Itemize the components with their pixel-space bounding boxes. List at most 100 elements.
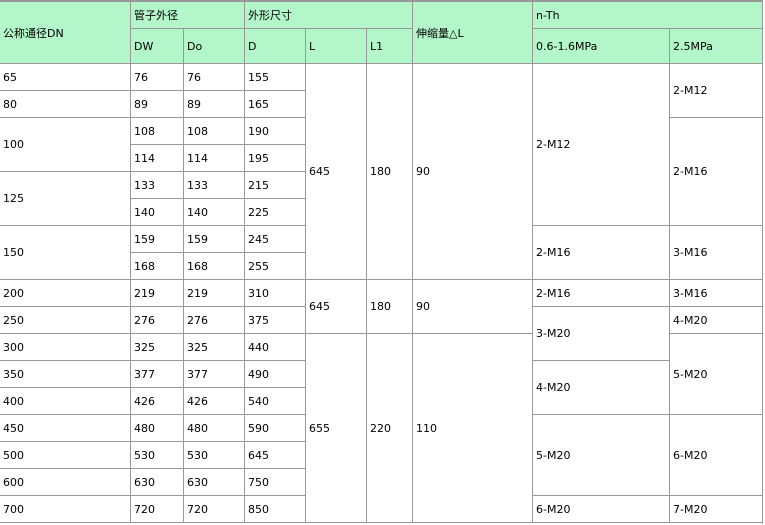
cell-dn-text: 600	[3, 475, 24, 489]
cell-p2: 2-M16	[670, 118, 763, 226]
header-dims: 外形尺寸	[245, 2, 413, 29]
cell-do: 630	[184, 469, 245, 496]
cell-do: 720	[184, 496, 245, 523]
cell-dw: 630	[131, 469, 184, 496]
cell-do-text: 276	[187, 313, 208, 327]
cell-d-text: 165	[248, 97, 269, 111]
header-p2: 2.5MPa	[670, 29, 763, 64]
cell-do-text: 76	[187, 70, 201, 84]
cell-d-text: 490	[248, 367, 269, 381]
cell-d-text: 195	[248, 151, 269, 165]
cell-d: 440	[245, 334, 306, 361]
cell-do-text: 159	[187, 232, 208, 246]
cell-dw: 168	[131, 253, 184, 280]
cell-dw-text: 168	[134, 259, 155, 273]
cell-dn: 450	[0, 415, 131, 442]
cell-d: 215	[245, 172, 306, 199]
cell-p2: 5-M20	[670, 334, 763, 415]
cell-do-text: 480	[187, 421, 208, 435]
cell-d-text: 225	[248, 205, 269, 219]
cell-dn-text: 300	[3, 340, 24, 354]
cell-do: 159	[184, 226, 245, 253]
cell-d-text: 750	[248, 475, 269, 489]
cell-do-text: 133	[187, 178, 208, 192]
cell-d: 195	[245, 145, 306, 172]
cell-d: 165	[245, 91, 306, 118]
cell-dn: 600	[0, 469, 131, 496]
cell-dw: 133	[131, 172, 184, 199]
cell-dn-text: 125	[3, 192, 24, 205]
cell-do: 133	[184, 172, 245, 199]
cell-do-text: 219	[187, 286, 208, 300]
cell-p1: 6-M20	[533, 496, 670, 523]
header-dw: DW	[131, 29, 184, 64]
cell-dn: 300	[0, 334, 131, 361]
cell-do-text: 530	[187, 448, 208, 462]
cell-p2: 4-M20	[670, 307, 763, 334]
cell-d-text: 310	[248, 286, 269, 300]
cell-l: 645	[306, 64, 367, 280]
cell-d: 375	[245, 307, 306, 334]
header-l1-text: L1	[370, 39, 384, 53]
cell-dw-text: 89	[134, 97, 148, 111]
cell-delta-l-text: 90	[416, 300, 430, 313]
header-pipe-od: 管子外径	[131, 2, 245, 29]
cell-dw: 325	[131, 334, 184, 361]
cell-p1-text: 2-M12	[536, 138, 571, 151]
cell-l1: 180	[367, 280, 413, 334]
cell-delta-l: 90	[413, 64, 533, 280]
cell-dn: 150	[0, 226, 131, 280]
cell-d: 225	[245, 199, 306, 226]
cell-do: 108	[184, 118, 245, 145]
header-dn-text: 公称通径DN	[3, 26, 64, 40]
cell-delta-l-text: 110	[416, 421, 437, 435]
header-pipe-od-text: 管子外径	[134, 9, 178, 22]
header-l: L	[306, 29, 367, 64]
cell-l-text: 645	[309, 300, 330, 313]
cell-dw-text: 720	[134, 502, 155, 516]
cell-dn-text: 200	[3, 286, 24, 300]
cell-dn-text: 350	[3, 367, 24, 381]
cell-dw-text: 219	[134, 286, 155, 300]
cell-p2: 7-M20	[670, 496, 763, 523]
header-p1: 0.6-1.6MPa	[533, 29, 670, 64]
cell-dw: 219	[131, 280, 184, 307]
cell-dn-text: 700	[3, 502, 24, 516]
cell-delta-l-text: 90	[416, 165, 430, 178]
header-d: D	[245, 29, 306, 64]
cell-l1: 220	[367, 334, 413, 523]
cell-dw: 377	[131, 361, 184, 388]
cell-p2: 6-M20	[670, 415, 763, 496]
header-p2-text: 2.5MPa	[673, 39, 713, 53]
cell-dw-text: 133	[134, 178, 155, 192]
table-right-border	[762, 0, 763, 524]
cell-d: 540	[245, 388, 306, 415]
cell-d-text: 190	[248, 124, 269, 138]
header-l1: L1	[367, 29, 413, 64]
cell-do-text: 168	[187, 259, 208, 273]
cell-dw-text: 140	[134, 205, 155, 219]
header-delta-l-text: 伸缩量△L	[416, 26, 464, 40]
cell-p1: 4-M20	[533, 361, 670, 415]
cell-p1: 5-M20	[533, 415, 670, 496]
cell-dn-text: 500	[3, 448, 24, 462]
header-delta-l: 伸缩量△L	[413, 2, 533, 64]
cell-dn-text: 150	[3, 246, 24, 259]
cell-dn: 400	[0, 388, 131, 415]
cell-do-text: 114	[187, 151, 208, 165]
cell-do-text: 89	[187, 97, 201, 111]
cell-p1-text: 4-M20	[536, 381, 571, 394]
cell-l-text: 655	[309, 421, 330, 435]
cell-delta-l: 90	[413, 280, 533, 334]
cell-do-text: 108	[187, 124, 208, 138]
cell-d: 590	[245, 415, 306, 442]
cell-d: 190	[245, 118, 306, 145]
cell-d: 645	[245, 442, 306, 469]
cell-dn-text: 450	[3, 421, 24, 435]
cell-p2-text: 6-M20	[673, 448, 708, 462]
cell-p1: 2-M16	[533, 280, 670, 307]
cell-do: 530	[184, 442, 245, 469]
cell-do: 325	[184, 334, 245, 361]
header-dims-text: 外形尺寸	[248, 9, 292, 22]
